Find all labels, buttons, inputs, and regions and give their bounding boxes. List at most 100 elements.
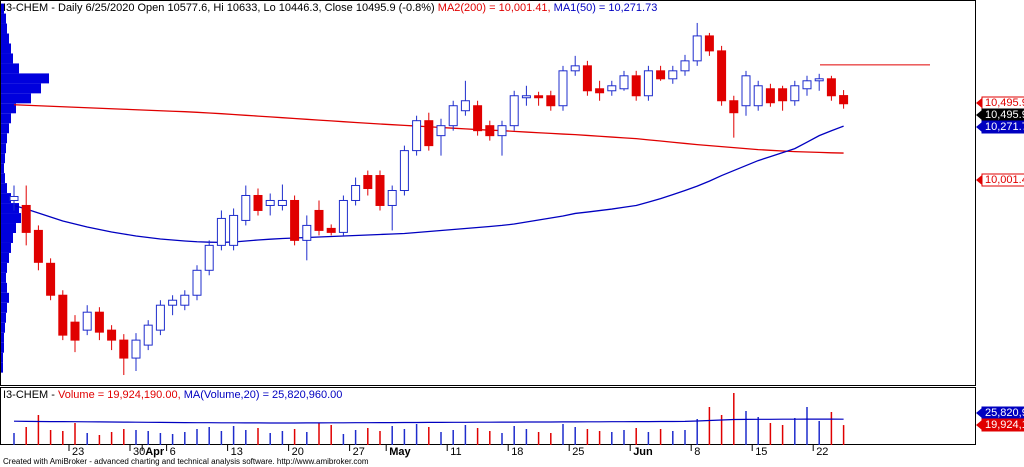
volume-profile-bar: [1, 173, 5, 184]
candle-body: [399, 150, 409, 192]
candle-body: [131, 339, 141, 359]
candle-body: [155, 304, 165, 331]
title-part: I3-CHEM -: [3, 389, 58, 401]
candle-body: [497, 125, 507, 137]
value-label: 10,001.4: [985, 174, 1024, 186]
volume-profile-bar: [1, 23, 7, 34]
candle-body: [180, 294, 190, 306]
candle-body: [338, 199, 348, 233]
x-tick-label: Apr: [145, 446, 165, 458]
candle-body: [485, 125, 495, 137]
candle-body: [33, 229, 43, 263]
candle-body: [229, 214, 239, 246]
title-part: Volume = 19,924,190.00,: [58, 389, 181, 401]
volume-profile-bar: [1, 352, 3, 363]
candle-body: [680, 60, 690, 72]
volume-profile-bar: [1, 332, 4, 343]
candle-body: [216, 217, 226, 246]
value-label-pointer: [976, 175, 982, 185]
x-tick-label: 6: [170, 446, 176, 458]
volume-panel: [0, 387, 976, 445]
candle-body: [534, 95, 544, 99]
volume-profile-bar: [1, 223, 16, 233]
volume-profile-bar: [1, 312, 6, 323]
title-part: MA(Volume,20) = 25,820,960.00: [184, 389, 343, 401]
candle-body: [765, 88, 775, 104]
candle-body: [363, 175, 373, 190]
value-label: 10,271.7: [985, 121, 1024, 133]
candle-body: [326, 227, 336, 233]
candle-body: [290, 199, 300, 241]
volume-profile-bar: [1, 183, 7, 194]
candle-body: [265, 199, 275, 206]
volume-profile-bar: [1, 362, 3, 373]
volume-profile-bar: [1, 103, 16, 114]
volume-profile-bar: [1, 53, 13, 64]
chart-title: I3-CHEM - Daily 6/25/2020 Open 10577.6, …: [3, 2, 657, 14]
candle-body: [595, 88, 605, 94]
candle-body: [570, 65, 580, 72]
value-label: 10,495.9: [985, 97, 1024, 109]
volume-profile-bar: [1, 113, 11, 124]
value-label-pointer: [976, 110, 982, 120]
volume-profile-bar: [1, 213, 21, 224]
volume-profile-bar: [1, 3, 4, 14]
candle-body: [192, 269, 202, 296]
value-label-pointer: [976, 408, 982, 418]
volume-profile-bar: [1, 93, 31, 104]
volume-profile-bar: [1, 342, 4, 353]
volume-profile-bar: [1, 203, 19, 214]
value-label-pointer: [976, 420, 982, 430]
title-part: MA2(200) = 10,001.41,: [438, 2, 551, 14]
volume-profile-bar: [1, 302, 7, 313]
candle-body: [839, 95, 849, 105]
volume-profile-bar: [1, 143, 6, 154]
volume-profile-bar: [1, 123, 9, 134]
x-tick-label: 23: [72, 446, 84, 458]
x-tick-label: 15: [755, 446, 767, 458]
candle-body: [643, 70, 653, 97]
value-label: 19,924,190: [985, 419, 1024, 431]
candle-body: [351, 185, 361, 201]
candle-body: [753, 85, 763, 107]
candle-body: [814, 78, 824, 82]
candle-body: [424, 120, 434, 147]
candle-body: [46, 262, 56, 296]
candle-body: [631, 75, 641, 97]
candle-body: [460, 100, 470, 112]
x-tick-label: 22: [816, 446, 828, 458]
x-tick-label: May: [389, 446, 411, 458]
volume-profile-bar: [1, 13, 6, 24]
candle-body: [802, 80, 812, 90]
volume-profile-bar: [1, 63, 19, 74]
volume-profile-bar: [1, 272, 6, 283]
volume-profile-bar: [1, 252, 9, 263]
candle-body: [656, 70, 666, 80]
x-tick-label: 30: [133, 446, 145, 458]
volume-profile-bar: [1, 163, 4, 174]
volume-profile-bar: [1, 322, 5, 333]
x-tick-label: 27: [353, 446, 365, 458]
candle-body: [58, 294, 68, 336]
candle-body: [94, 311, 104, 333]
volume-profile-bar: [1, 33, 9, 44]
candle-body: [717, 50, 727, 102]
candle-body: [826, 78, 836, 97]
candle-body: [412, 120, 422, 152]
candle-body: [741, 75, 751, 107]
candle-body: [546, 95, 556, 107]
x-tick-label: 8: [694, 446, 700, 458]
x-tick-label: 11: [450, 446, 461, 458]
candle-body: [729, 100, 739, 114]
x-tick-label: Jun: [633, 446, 653, 458]
candle-body: [241, 194, 251, 221]
volume-title: I3-CHEM - Volume = 19,924,190.00, MA(Vol…: [3, 389, 342, 401]
x-tick-label: 18: [511, 446, 523, 458]
candle-body: [790, 85, 800, 102]
candle-body: [387, 190, 397, 206]
candle-body: [168, 299, 178, 306]
x-tick-label: 13: [231, 446, 243, 458]
candle-body: [119, 339, 129, 359]
volume-profile-bar: [1, 133, 7, 144]
candle-body: [375, 175, 385, 206]
